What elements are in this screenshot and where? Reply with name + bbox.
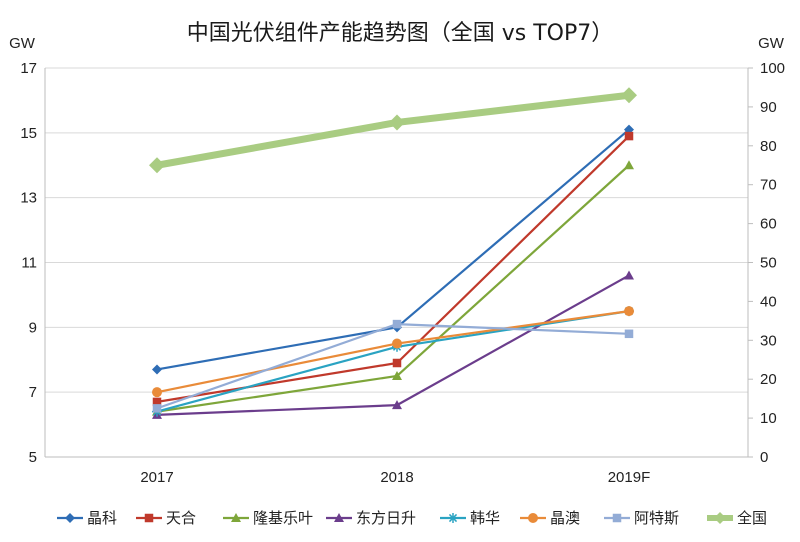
legend-label: 天合 bbox=[166, 509, 196, 527]
left-tick-label: 11 bbox=[21, 255, 37, 272]
series-2 bbox=[152, 160, 634, 416]
legend-marker bbox=[144, 513, 154, 523]
right-tick-label: 10 bbox=[760, 410, 777, 427]
series-7 bbox=[149, 87, 637, 174]
legend-marker bbox=[612, 513, 622, 523]
data-point bbox=[392, 358, 402, 368]
data-point bbox=[392, 338, 402, 349]
series-6 bbox=[152, 319, 634, 413]
axes: 5 7 9 11 13 15 17 0 10 20 30 40 50 60 70 80 90 100 2017 201… bbox=[20, 60, 785, 486]
right-axis-unit: GW bbox=[758, 35, 785, 52]
legend-label: 阿特斯 bbox=[634, 509, 679, 527]
left-tick-label: 5 bbox=[29, 449, 37, 466]
legend-item: 阿特斯 bbox=[604, 509, 679, 527]
series-5 bbox=[152, 306, 634, 398]
series-lines bbox=[149, 87, 637, 419]
left-tick-label: 15 bbox=[20, 125, 37, 142]
left-tick-label: 9 bbox=[29, 319, 37, 336]
right-tick-label: 40 bbox=[760, 293, 777, 310]
series-1 bbox=[152, 131, 634, 407]
data-point bbox=[152, 364, 162, 375]
legend: 晶科 天合 隆基乐叶 东方日升 韩华 晶澳 阿特斯 全国 bbox=[57, 509, 767, 527]
legend-marker bbox=[448, 513, 458, 523]
data-point bbox=[149, 157, 165, 174]
data-point bbox=[392, 370, 402, 380]
data-point bbox=[392, 319, 402, 329]
legend-item: 韩华 bbox=[440, 509, 500, 527]
series-3 bbox=[152, 270, 634, 419]
data-point bbox=[152, 397, 162, 407]
data-point bbox=[624, 306, 634, 317]
right-tick-label: 70 bbox=[760, 177, 777, 194]
left-tick-label: 7 bbox=[29, 384, 37, 401]
right-tick-label: 60 bbox=[760, 216, 777, 233]
legend-item: 东方日升 bbox=[326, 509, 416, 527]
series-line bbox=[156, 164, 630, 413]
legend-label: 隆基乐叶 bbox=[253, 509, 313, 527]
data-point bbox=[152, 387, 162, 398]
right-tick-label: 30 bbox=[760, 332, 777, 349]
data-point bbox=[624, 329, 634, 339]
data-point bbox=[152, 404, 162, 413]
x-tick-label: 2018 bbox=[380, 469, 413, 486]
data-point bbox=[621, 87, 637, 104]
right-tick-label: 90 bbox=[760, 99, 777, 116]
legend-label: 全国 bbox=[737, 509, 767, 527]
left-axis-unit: GW bbox=[9, 35, 36, 52]
right-tick-label: 80 bbox=[760, 138, 777, 155]
x-tick-label: 2019F bbox=[608, 469, 651, 486]
legend-item: 晶科 bbox=[57, 509, 117, 527]
right-tick-label: 100 bbox=[760, 60, 785, 77]
right-tick-label: 20 bbox=[760, 371, 777, 388]
right-tick-label: 50 bbox=[760, 255, 777, 272]
series-line bbox=[156, 128, 630, 371]
data-point bbox=[624, 131, 634, 141]
left-tick-label: 17 bbox=[20, 60, 37, 77]
series-line bbox=[156, 91, 630, 169]
legend-marker bbox=[65, 513, 75, 523]
series-0 bbox=[152, 124, 634, 375]
legend-item: 天合 bbox=[136, 509, 196, 527]
right-tick-label: 0 bbox=[760, 449, 768, 466]
data-point bbox=[389, 114, 405, 131]
data-point bbox=[392, 400, 402, 410]
legend-label: 韩华 bbox=[470, 509, 500, 527]
data-point bbox=[624, 270, 634, 280]
legend-marker bbox=[714, 512, 726, 524]
data-point bbox=[624, 160, 634, 170]
x-tick-label: 2017 bbox=[140, 469, 173, 486]
chart-title: 中国光伏组件产能趋势图（全国 vs TOP7） bbox=[187, 21, 614, 46]
legend-marker bbox=[231, 513, 241, 522]
legend-marker bbox=[334, 513, 344, 522]
legend-label: 晶澳 bbox=[550, 509, 580, 527]
legend-item: 全国 bbox=[707, 509, 767, 527]
legend-item: 晶澳 bbox=[520, 509, 580, 527]
left-tick-label: 13 bbox=[20, 190, 37, 207]
legend-label: 东方日升 bbox=[356, 509, 416, 527]
legend-label: 晶科 bbox=[87, 509, 117, 527]
legend-marker bbox=[528, 513, 538, 523]
legend-item: 隆基乐叶 bbox=[223, 509, 313, 527]
